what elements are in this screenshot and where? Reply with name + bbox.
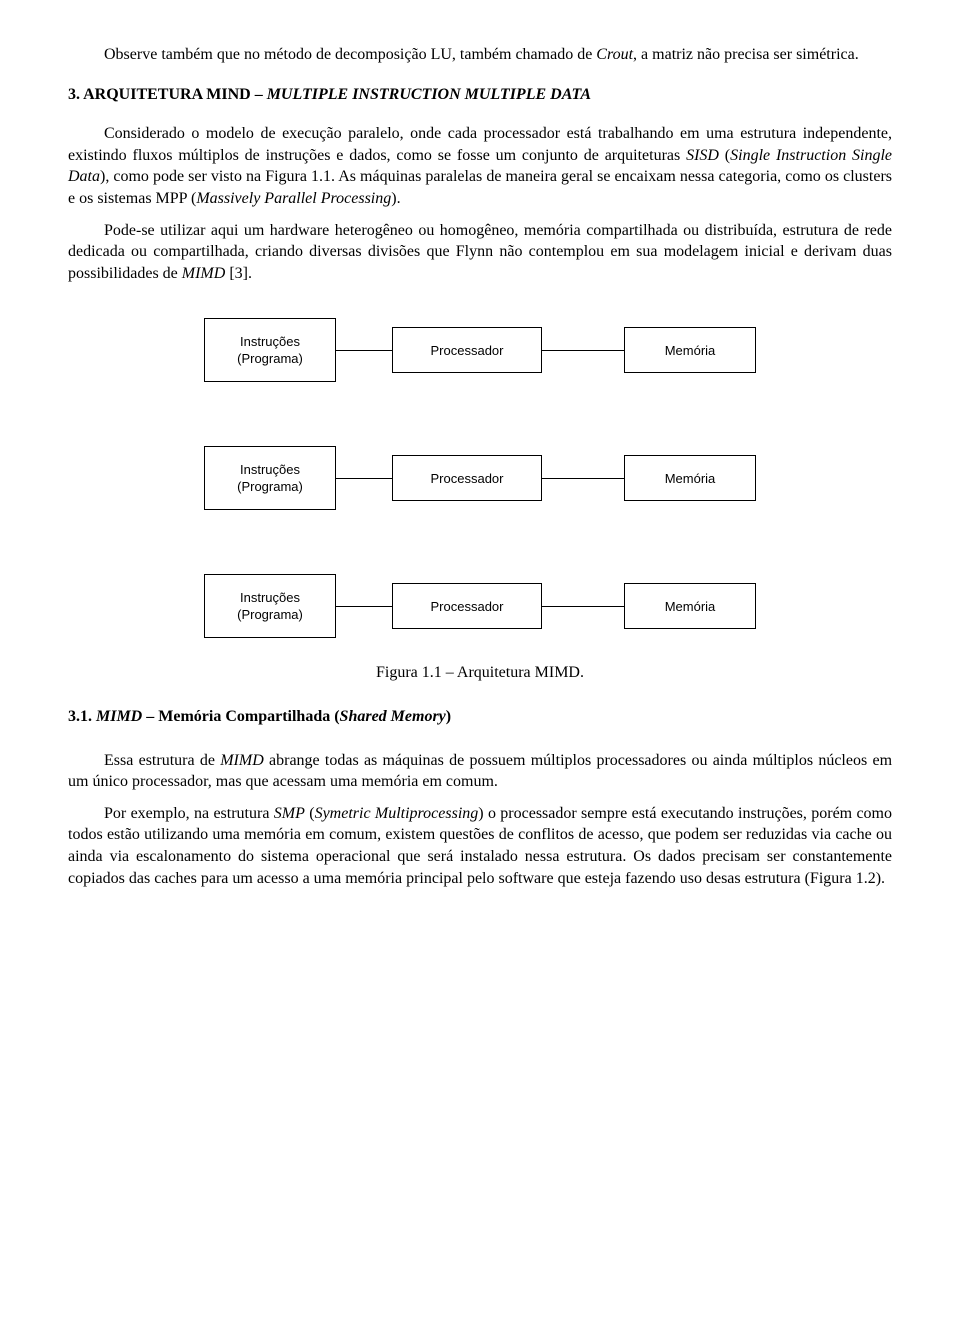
text: ), como pode ser visto na Figura 1.1. As… [68, 168, 892, 207]
text-italic: MULTIPLE INSTRUCTION MULTIPLE DATA [267, 86, 591, 103]
box-label: Memória [665, 470, 716, 488]
box-label: Instruções [240, 333, 300, 351]
text: ( [305, 805, 315, 822]
text: ). [391, 190, 400, 207]
text-italic: MIMD [220, 752, 264, 769]
diagram-box-processor: Processador [392, 327, 542, 373]
diagram-row: Instruções (Programa) Processador Memóri… [155, 318, 805, 382]
diagram-connector [336, 350, 392, 351]
text-italic: Massively Parallel Processing [196, 190, 391, 207]
text-italic: MIMD [96, 708, 142, 725]
box-label: Processador [431, 470, 504, 488]
text-italic: Shared Memory [340, 708, 446, 725]
subsection-title: 3.1. MIMD – Memória Compartilhada (Share… [68, 706, 892, 728]
text-italic: SMP [274, 805, 305, 822]
text: Observe também que no método de decompos… [104, 46, 596, 63]
text-italic: Symetric Multiprocessing [315, 805, 479, 822]
text: Por exemplo, na estrutura [104, 805, 274, 822]
diagram-box-memory: Memória [624, 327, 756, 373]
text: [3]. [225, 265, 252, 282]
diagram-box-instructions: Instruções (Programa) [204, 446, 336, 510]
section-title: 3. ARQUITETURA MIND – MULTIPLE INSTRUCTI… [68, 84, 892, 106]
diagram-connector [336, 478, 392, 479]
text-italic: SISD [686, 147, 719, 164]
paragraph: Considerado o modelo de execução paralel… [68, 123, 892, 209]
paragraph: Pode-se utilizar aqui um hardware hetero… [68, 220, 892, 285]
box-label: Processador [431, 598, 504, 616]
section-number: 3. [68, 86, 83, 103]
paragraph: Por exemplo, na estrutura SMP (Symetric … [68, 803, 892, 889]
text: ) [446, 708, 451, 725]
box-label: Instruções [240, 589, 300, 607]
diagram-box-memory: Memória [624, 583, 756, 629]
box-label: Instruções [240, 461, 300, 479]
diagram-row: Instruções (Programa) Processador Memóri… [155, 574, 805, 638]
text: Essa estrutura de [104, 752, 220, 769]
box-label: Memória [665, 342, 716, 360]
text: ARQUITETURA MIND – [83, 86, 267, 103]
box-label: (Programa) [237, 350, 303, 368]
diagram-connector [542, 606, 624, 607]
box-label: Processador [431, 342, 504, 360]
diagram-box-instructions: Instruções (Programa) [204, 318, 336, 382]
text: – Memória Compartilhada ( [142, 708, 339, 725]
text: ( [719, 147, 730, 164]
diagram-box-processor: Processador [392, 583, 542, 629]
figure-caption: Figura 1.1 – Arquitetura MIMD. [68, 662, 892, 684]
box-label: (Programa) [237, 478, 303, 496]
diagram-connector [542, 350, 624, 351]
diagram-box-memory: Memória [624, 455, 756, 501]
subsection-number: 3.1. [68, 708, 96, 725]
paragraph: Essa estrutura de MIMD abrange todas as … [68, 750, 892, 793]
diagram-box-processor: Processador [392, 455, 542, 501]
diagram-connector [542, 478, 624, 479]
text-italic: Crout [596, 46, 633, 63]
box-label: (Programa) [237, 606, 303, 624]
paragraph-intro: Observe também que no método de decompos… [68, 44, 892, 66]
diagram-box-instructions: Instruções (Programa) [204, 574, 336, 638]
box-label: Memória [665, 598, 716, 616]
diagram-row: Instruções (Programa) Processador Memóri… [155, 446, 805, 510]
text-italic: MIMD [182, 265, 226, 282]
mimd-diagram: Instruções (Programa) Processador Memóri… [155, 318, 805, 638]
text: , a matriz não precisa ser simétrica. [633, 46, 859, 63]
diagram-connector [336, 606, 392, 607]
